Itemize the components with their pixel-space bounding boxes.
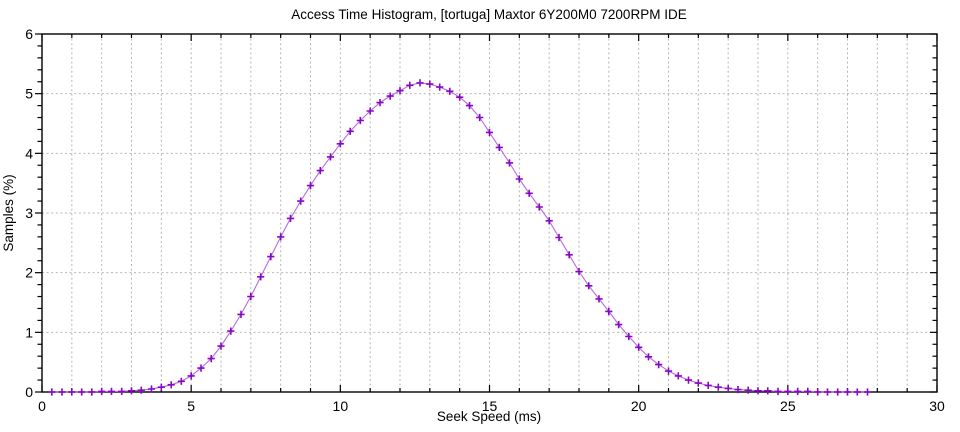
y-axis-label: Samples (%) [1, 174, 16, 251]
x-tick-label: 5 [187, 398, 195, 414]
y-tick-label: 0 [25, 384, 33, 400]
x-tick-label: 10 [333, 398, 349, 414]
x-tick-label: 25 [780, 398, 796, 414]
x-tick-label: 15 [482, 398, 498, 414]
x-tick-label: 0 [38, 398, 46, 414]
curve-markers [48, 79, 872, 396]
x-tick-label: 20 [631, 398, 647, 414]
grid-lines [42, 34, 937, 392]
x-axis-label: Seek Speed (ms) [437, 409, 541, 424]
y-tick-label: 3 [25, 205, 33, 221]
tick-labels: 0 5 10 15 20 25 30 0 1 2 3 4 5 6 [25, 26, 945, 414]
data-series [48, 79, 872, 396]
axis-border [41, 33, 938, 393]
y-tick-label: 2 [25, 265, 33, 281]
y-tick-label: 4 [25, 145, 33, 161]
x-tick-label: 30 [929, 398, 945, 414]
y-tick-label: 1 [25, 324, 33, 340]
chart-title: Access Time Histogram, [tortuga] Maxtor … [291, 7, 686, 22]
y-tick-label: 6 [25, 26, 33, 42]
y-tick-label: 5 [25, 86, 33, 102]
plot-border [41, 33, 938, 393]
